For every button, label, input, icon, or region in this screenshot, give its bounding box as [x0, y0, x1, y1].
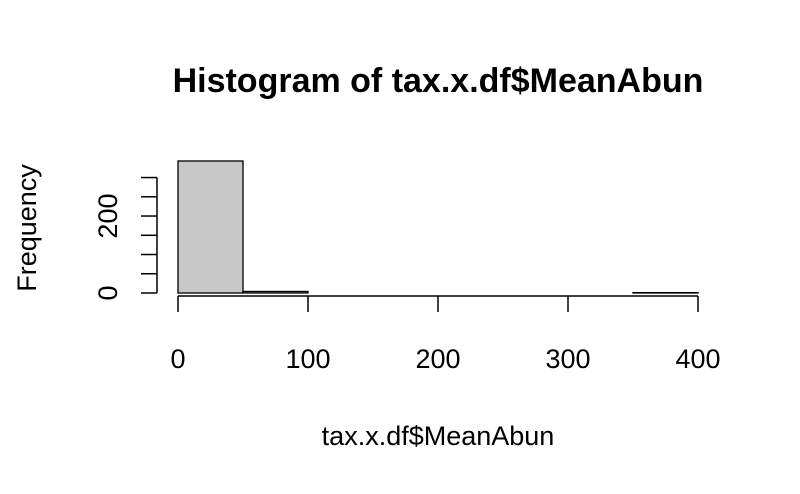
x-axis-label: tax.x.df$MeanAbun	[322, 421, 555, 451]
chart-title: Histogram of tax.x.df$MeanAbun	[173, 62, 704, 100]
y-axis: 0 200	[93, 176, 158, 301]
histogram-bar	[242, 290, 309, 294]
histogram-bar	[177, 160, 244, 294]
x-tick-label: 400	[675, 344, 720, 374]
x-axis: 0 100 200 300 400	[170, 295, 721, 374]
x-tick-label: 300	[545, 344, 590, 374]
bars-group	[177, 160, 699, 294]
y-tick-label: 200	[93, 194, 123, 239]
x-tick-label: 200	[415, 344, 460, 374]
x-tick-label: 100	[285, 344, 330, 374]
y-tick-label: 0	[93, 285, 123, 300]
x-tick-label: 0	[170, 344, 185, 374]
y-axis-label: Frequency	[12, 164, 42, 292]
